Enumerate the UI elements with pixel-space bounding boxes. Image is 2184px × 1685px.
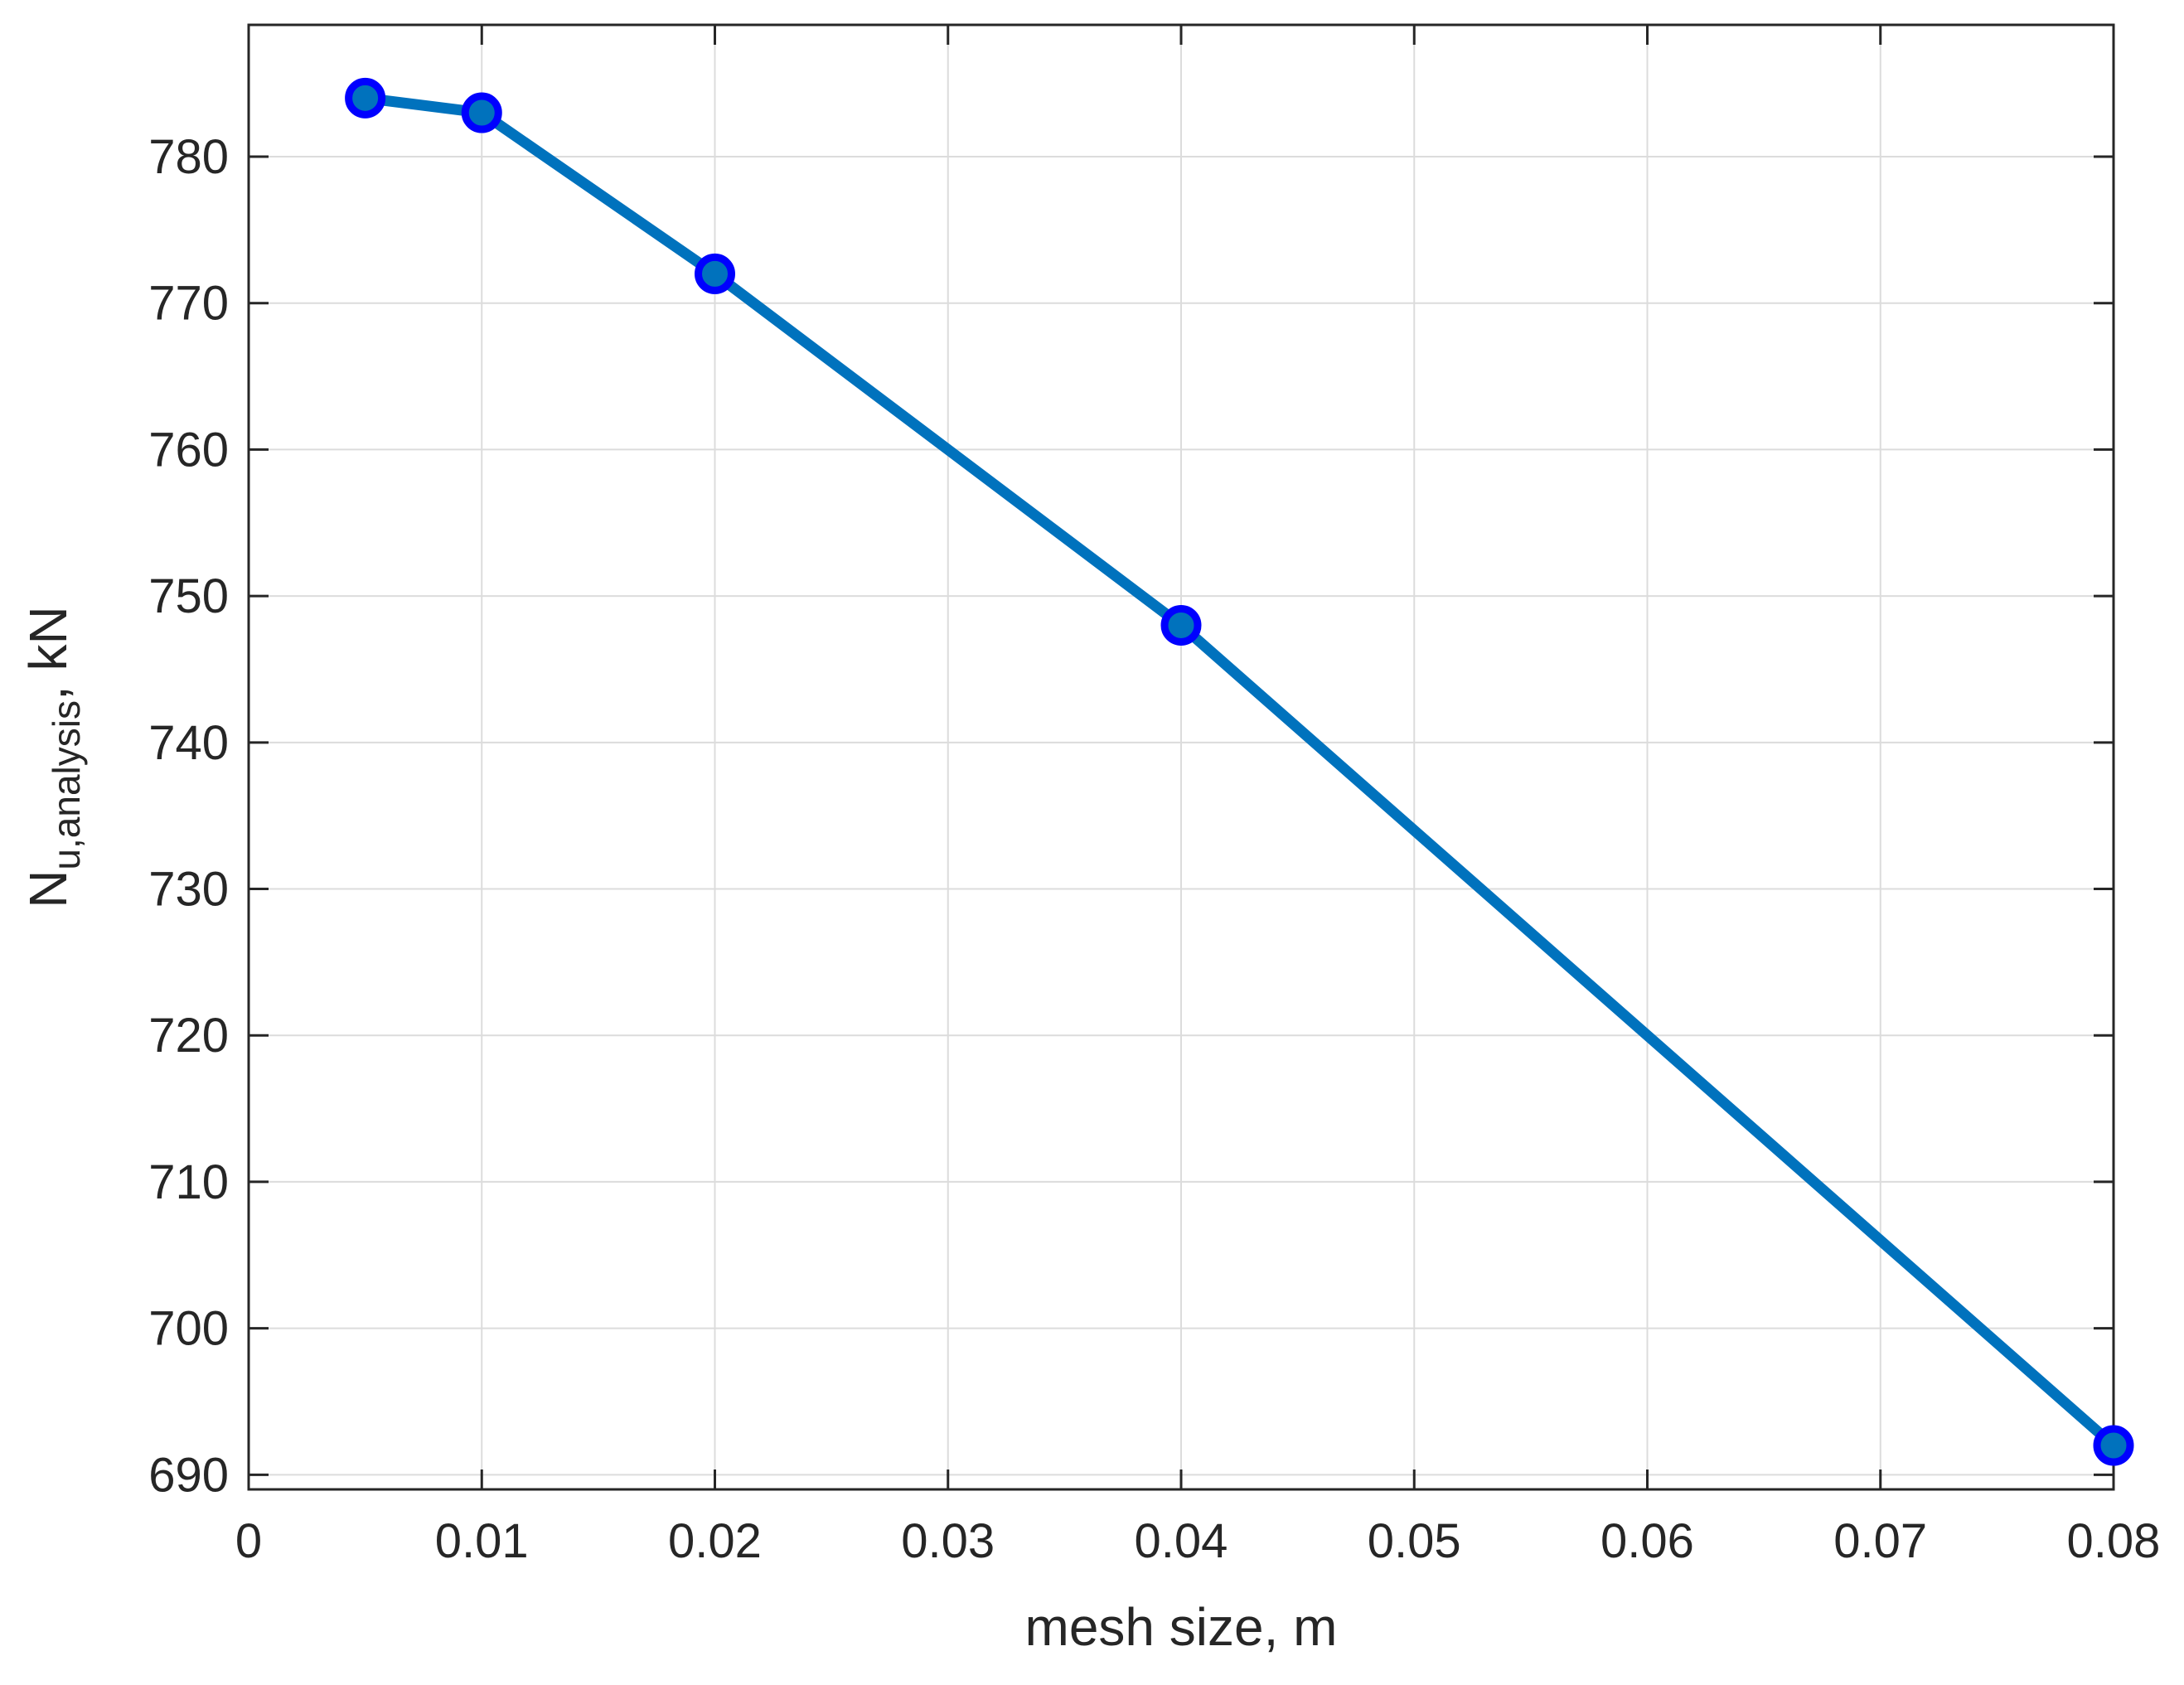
data-point-marker	[345, 77, 386, 119]
data-point-marker	[695, 253, 735, 294]
y-tick-label: 700	[148, 1302, 229, 1356]
y-tick-label: 690	[148, 1448, 229, 1502]
series-layer	[345, 77, 2134, 1466]
data-point-marker	[461, 92, 502, 133]
y-tick-label: 780	[148, 130, 229, 184]
x-tick-label: 0.04	[1135, 1514, 1228, 1568]
x-tick-label: 0.05	[1368, 1514, 1461, 1568]
axis-ticks	[247, 25, 2115, 1489]
x-tick-label: 0.08	[2067, 1514, 2161, 1568]
y-axis-label: Nu,analysis, kN	[18, 606, 88, 908]
x-tick-label: 0.06	[1600, 1514, 1694, 1568]
y-tick-labels: 690 700 710 720 730 740 750 760 770 780	[148, 130, 229, 1502]
y-tick-label: 720	[148, 1009, 229, 1063]
x-tick-label: 0	[235, 1514, 262, 1568]
data-point-marker	[1160, 604, 1202, 646]
data-point-marker	[2093, 1425, 2134, 1466]
y-tick-label: 730	[148, 863, 229, 917]
x-tick-labels: 0 0.01 0.02 0.03 0.04 0.05 0.06 0.07 0.08	[235, 1514, 2161, 1568]
axes-box	[247, 23, 2115, 1491]
y-tick-label: 770	[148, 277, 229, 331]
y-axis-label-main: N	[18, 870, 78, 908]
x-tick-label: 0.07	[1833, 1514, 1927, 1568]
y-tick-label: 710	[148, 1155, 229, 1209]
x-axis-label: mesh size, m	[1025, 1597, 1338, 1657]
x-tick-label: 0.02	[668, 1514, 762, 1568]
y-axis-label-suffix: , kN	[18, 606, 78, 700]
y-tick-label: 750	[148, 569, 229, 623]
x-tick-label: 0.01	[435, 1514, 529, 1568]
y-axis-label-subscript: u,analysis	[45, 700, 88, 870]
y-tick-label: 740	[148, 716, 229, 770]
y-tick-label: 760	[148, 423, 229, 477]
x-tick-label: 0.03	[901, 1514, 995, 1568]
